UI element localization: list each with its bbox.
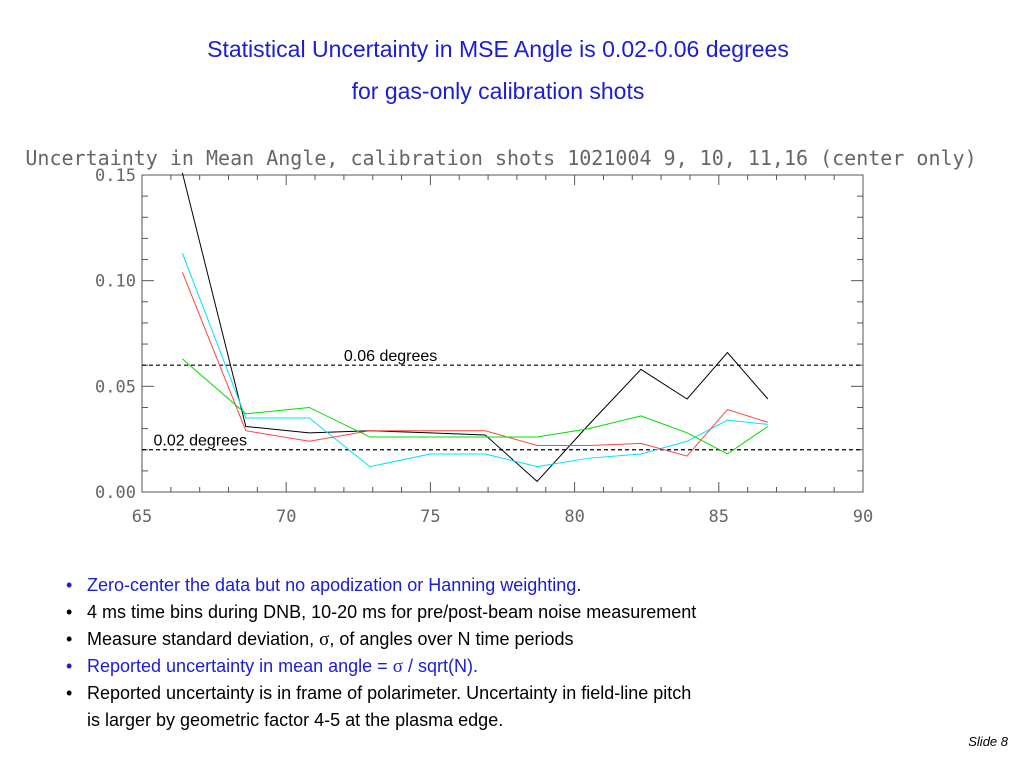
bullet-continuation: is larger by geometric factor 4-5 at the… [87,710,504,730]
x-tick-label: 65 [132,507,152,527]
bullet-text: / sqrt(N). [402,656,478,676]
x-tick-label: 75 [420,507,440,527]
chart-title: Uncertainty in Mean Angle, calibration s… [25,146,976,170]
bullet-text: Reported uncertainty is in frame of pola… [87,683,692,703]
y-tick-label: 0.00 [95,483,136,503]
plot-frame [141,174,864,493]
bullet-item: • Reported uncertainty in mean angle = σ … [66,653,696,680]
y-tick-label: 0.10 [95,272,136,292]
bullet-text: 4 ms time bins during DNB, 10-20 ms for … [87,602,697,622]
bullet-dot: • [66,683,73,703]
series-line [181,253,768,468]
series-line [182,358,769,455]
bullet-text: Measure standard deviation, [87,629,320,649]
series-line [181,272,768,457]
x-tick-label: 90 [853,507,873,527]
bullet-text: Zero-center the data but no apodization … [87,575,577,595]
sigma-symbol: σ [319,629,330,650]
x-tick-label: 85 [709,507,729,527]
bullet-item: • 4 ms time bins during DNB, 10-20 ms for… [66,599,696,626]
bullet-item: • Measure standard deviation, σ, of angle… [66,626,696,653]
sigma-symbol: σ [392,656,403,677]
slide-title-line-2: for gas-only calibration shots [351,78,645,104]
x-tick-label: 80 [564,507,584,527]
bullet-dot: • [66,602,73,622]
bullet-list: • Zero-center the data but no apodization… [66,572,696,734]
bullet-text: , of angles over N time periods [329,629,574,649]
bullet-text: Reported uncertainty in mean angle = [87,656,393,676]
x-tick-label: 70 [276,507,296,527]
series-line [181,172,769,483]
y-tick-label: 0.05 [95,377,136,397]
bullet-dot: • [66,656,73,676]
bullet-dot: • [66,629,73,649]
reference-line-label: 0.02 degrees [154,433,247,450]
slide-title-line-1: Statistical Uncertainty in MSE Angle is … [207,36,789,62]
y-tick-label: 0.15 [95,166,136,186]
bullet-dot: • [66,575,73,595]
uncertainty-chart: Uncertainty in Mean Angle, calibration s… [25,146,976,527]
bullet-item: • Zero-center the data but no apodization… [66,572,696,599]
slide-number: Slide 8 [968,734,1008,749]
bullet-suffix: . [576,575,582,595]
bullet-item: • Reported uncertainty is in frame of pol… [66,680,696,707]
reference-line-label: 0.06 degrees [344,348,437,365]
